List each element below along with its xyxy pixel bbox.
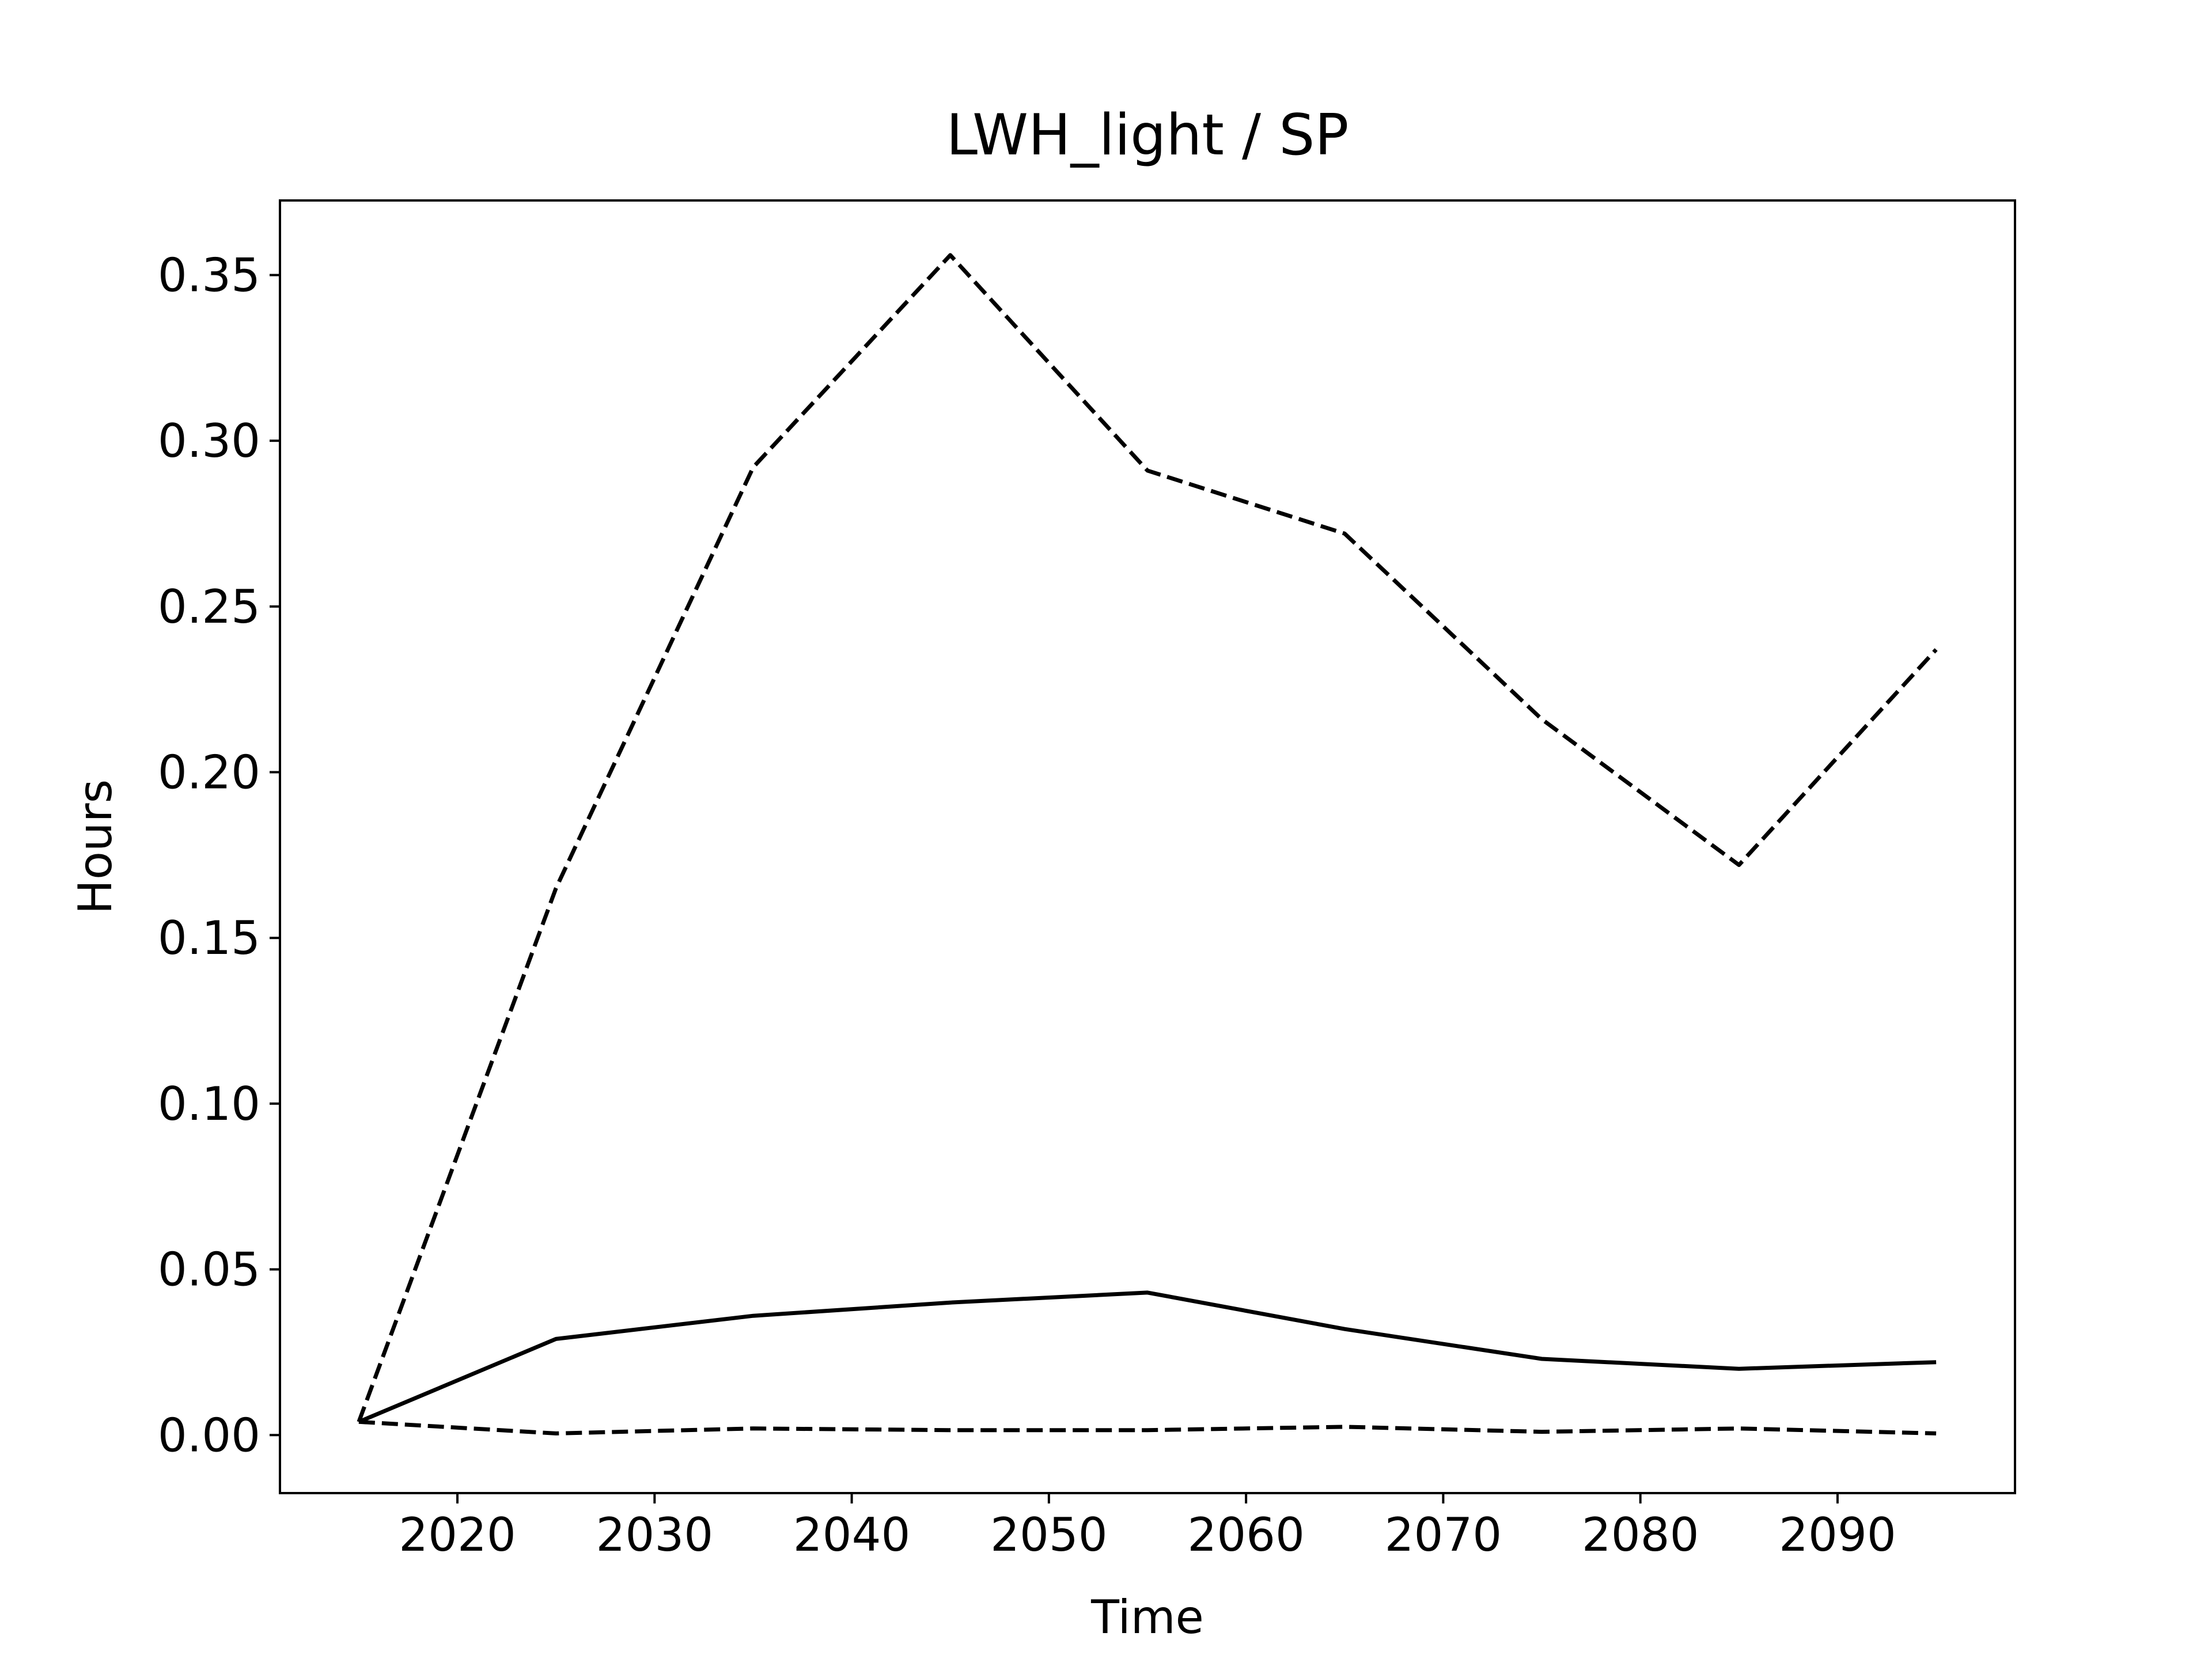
x-tick-label: 2040 <box>793 1508 911 1562</box>
x-axis-label: Time <box>1090 1590 1204 1644</box>
y-tick-label: 0.35 <box>158 248 260 302</box>
series-line-2 <box>357 253 1938 1423</box>
chart-title: LWH_light / SP <box>946 103 1349 168</box>
y-axis-label: Hours <box>69 779 122 914</box>
y-tick-label: 0.05 <box>158 1243 260 1297</box>
x-tick-label: 2050 <box>990 1508 1108 1562</box>
x-tick-label: 2060 <box>1187 1508 1305 1562</box>
x-axis: 2020 2030 2040 2050 2060 2070 2080 2090 <box>399 1493 1896 1562</box>
y-tick-label: 0.25 <box>158 580 260 634</box>
x-tick-label: 2030 <box>596 1508 714 1562</box>
series-line-3 <box>358 1419 1937 1435</box>
y-tick-label: 0.15 <box>158 911 260 965</box>
y-axis: 0.00 0.05 0.10 0.15 0.20 0.25 0.30 0.35 <box>158 248 280 1462</box>
y-tick-label: 0.30 <box>158 414 260 468</box>
x-tick-label: 2020 <box>399 1508 516 1562</box>
x-tick-label: 2090 <box>1779 1508 1896 1562</box>
y-tick-label: 0.00 <box>158 1408 260 1462</box>
y-tick-label: 0.10 <box>158 1077 260 1131</box>
series-line-1 <box>358 1290 1937 1424</box>
series-layer <box>357 253 1938 1435</box>
plot-frame <box>279 199 2016 1494</box>
x-tick-label: 2080 <box>1582 1508 1699 1562</box>
y-tick-label: 0.20 <box>158 746 260 800</box>
x-tick-label: 2070 <box>1385 1508 1502 1562</box>
